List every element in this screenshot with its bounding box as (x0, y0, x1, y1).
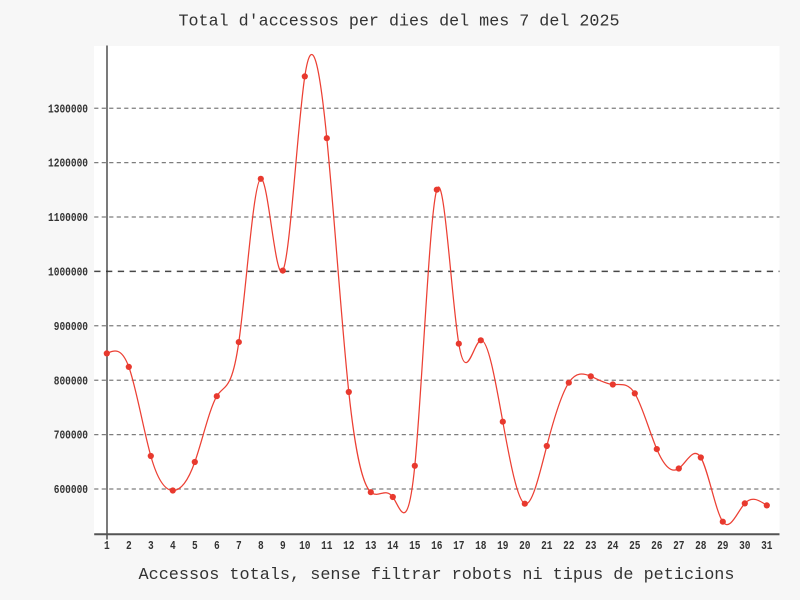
svg-text:10: 10 (299, 540, 310, 553)
svg-text:9: 9 (280, 540, 286, 553)
svg-text:22: 22 (563, 540, 574, 553)
svg-text:25: 25 (629, 540, 640, 553)
svg-text:16: 16 (431, 540, 442, 553)
svg-text:23: 23 (585, 540, 597, 553)
svg-text:30: 30 (739, 540, 750, 553)
svg-text:2: 2 (126, 540, 132, 553)
svg-text:1000000: 1000000 (48, 267, 88, 280)
svg-text:12: 12 (343, 540, 354, 553)
svg-text:5: 5 (192, 540, 198, 553)
svg-text:1: 1 (104, 540, 110, 553)
svg-text:20: 20 (519, 540, 530, 553)
svg-text:1300000: 1300000 (48, 103, 88, 116)
svg-text:7: 7 (236, 540, 242, 553)
svg-text:3: 3 (148, 540, 154, 553)
svg-text:21: 21 (541, 540, 553, 553)
svg-text:13: 13 (365, 540, 377, 553)
svg-text:24: 24 (607, 540, 619, 553)
svg-text:4: 4 (170, 540, 176, 553)
svg-text:18: 18 (475, 540, 486, 553)
svg-text:17: 17 (453, 540, 464, 553)
svg-text:Accessos totals, sense filtrar: Accessos totals, sense filtrar robots ni… (139, 565, 735, 584)
svg-text:8: 8 (258, 540, 264, 553)
svg-text:26: 26 (651, 540, 662, 553)
svg-text:Total d'accessos per dies del: Total d'accessos per dies del mes 7 del … (179, 11, 620, 30)
svg-text:900000: 900000 (54, 321, 88, 334)
svg-text:11: 11 (321, 540, 333, 553)
svg-text:800000: 800000 (54, 375, 88, 388)
svg-text:31: 31 (761, 540, 773, 553)
svg-text:29: 29 (717, 540, 728, 553)
svg-text:19: 19 (497, 540, 508, 553)
svg-text:700000: 700000 (54, 430, 88, 443)
svg-text:14: 14 (387, 540, 399, 553)
svg-text:28: 28 (695, 540, 706, 553)
svg-text:1100000: 1100000 (48, 212, 88, 225)
svg-text:600000: 600000 (54, 484, 88, 497)
svg-text:27: 27 (673, 540, 684, 553)
svg-text:15: 15 (409, 540, 420, 553)
svg-text:6: 6 (214, 540, 220, 553)
svg-text:1200000: 1200000 (48, 158, 88, 171)
